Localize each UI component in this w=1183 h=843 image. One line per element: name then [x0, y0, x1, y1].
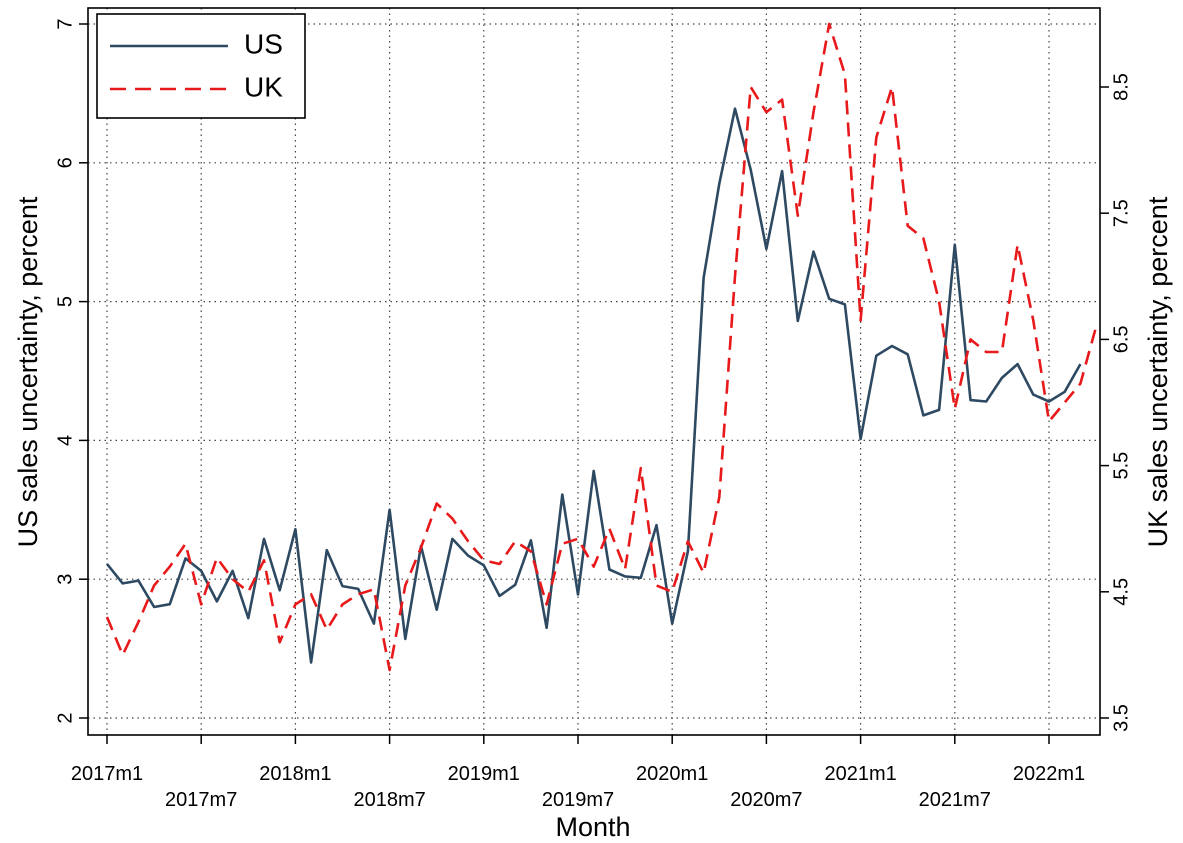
- y-right-tick-label: 3.5: [1110, 704, 1132, 732]
- x-tick-label: 2020m7: [730, 789, 802, 811]
- y-left-tick-label: 5: [54, 296, 76, 307]
- series-line-uk: [105, 22, 1098, 672]
- x-tick-label: 2017m1: [71, 763, 143, 785]
- x-tick-label: 2019m7: [542, 789, 614, 811]
- legend-box: [96, 13, 306, 119]
- series-line-us: [105, 107, 1082, 664]
- y-right-tick-label: 5.5: [1110, 452, 1132, 480]
- y-left-tick-label: 6: [54, 157, 76, 168]
- y-right-tick-label: 4.5: [1110, 578, 1132, 606]
- x-tick-label: 2018m7: [353, 789, 425, 811]
- x-tick-label: 2021m1: [824, 763, 896, 785]
- y-right-tick-label: 6.5: [1110, 325, 1132, 353]
- y-left-tick-label: 2: [54, 712, 76, 723]
- x-tick-label: 2020m1: [636, 763, 708, 785]
- legend-label-uk: UK: [244, 71, 283, 102]
- grid-layer: [88, 8, 1100, 735]
- y-axis-right-title: UK sales uncertainty, percent: [1143, 196, 1173, 547]
- y-left-tick-label: 7: [54, 18, 76, 29]
- x-tick-label: 2018m1: [259, 763, 331, 785]
- y-right-tick-label: 8.5: [1110, 73, 1132, 101]
- x-tick-label: 2021m7: [919, 789, 991, 811]
- series-layer: [105, 22, 1098, 672]
- x-tick-label: 2022m1: [1013, 763, 1085, 785]
- legend: US UK: [96, 13, 306, 119]
- x-axis-title: Month: [555, 812, 630, 842]
- plot-frame: [87, 7, 1101, 736]
- y-right-tick-label: 7.5: [1110, 199, 1132, 227]
- legend-label-us: US: [244, 28, 283, 59]
- x-tick-label: 2019m1: [448, 763, 520, 785]
- y-left-tick-label: 3: [54, 574, 76, 585]
- axes-layer: 2 3 4 5 6 7 3.5 4.5 5.5 6.5 7.5 8.5 2017m1 2017m7 2018…: [54, 7, 1132, 811]
- y-left-tick-label: 4: [54, 435, 76, 446]
- x-tick-label: 2017m7: [165, 789, 237, 811]
- y-axis-left-title: US sales uncertainty, percent: [13, 196, 43, 547]
